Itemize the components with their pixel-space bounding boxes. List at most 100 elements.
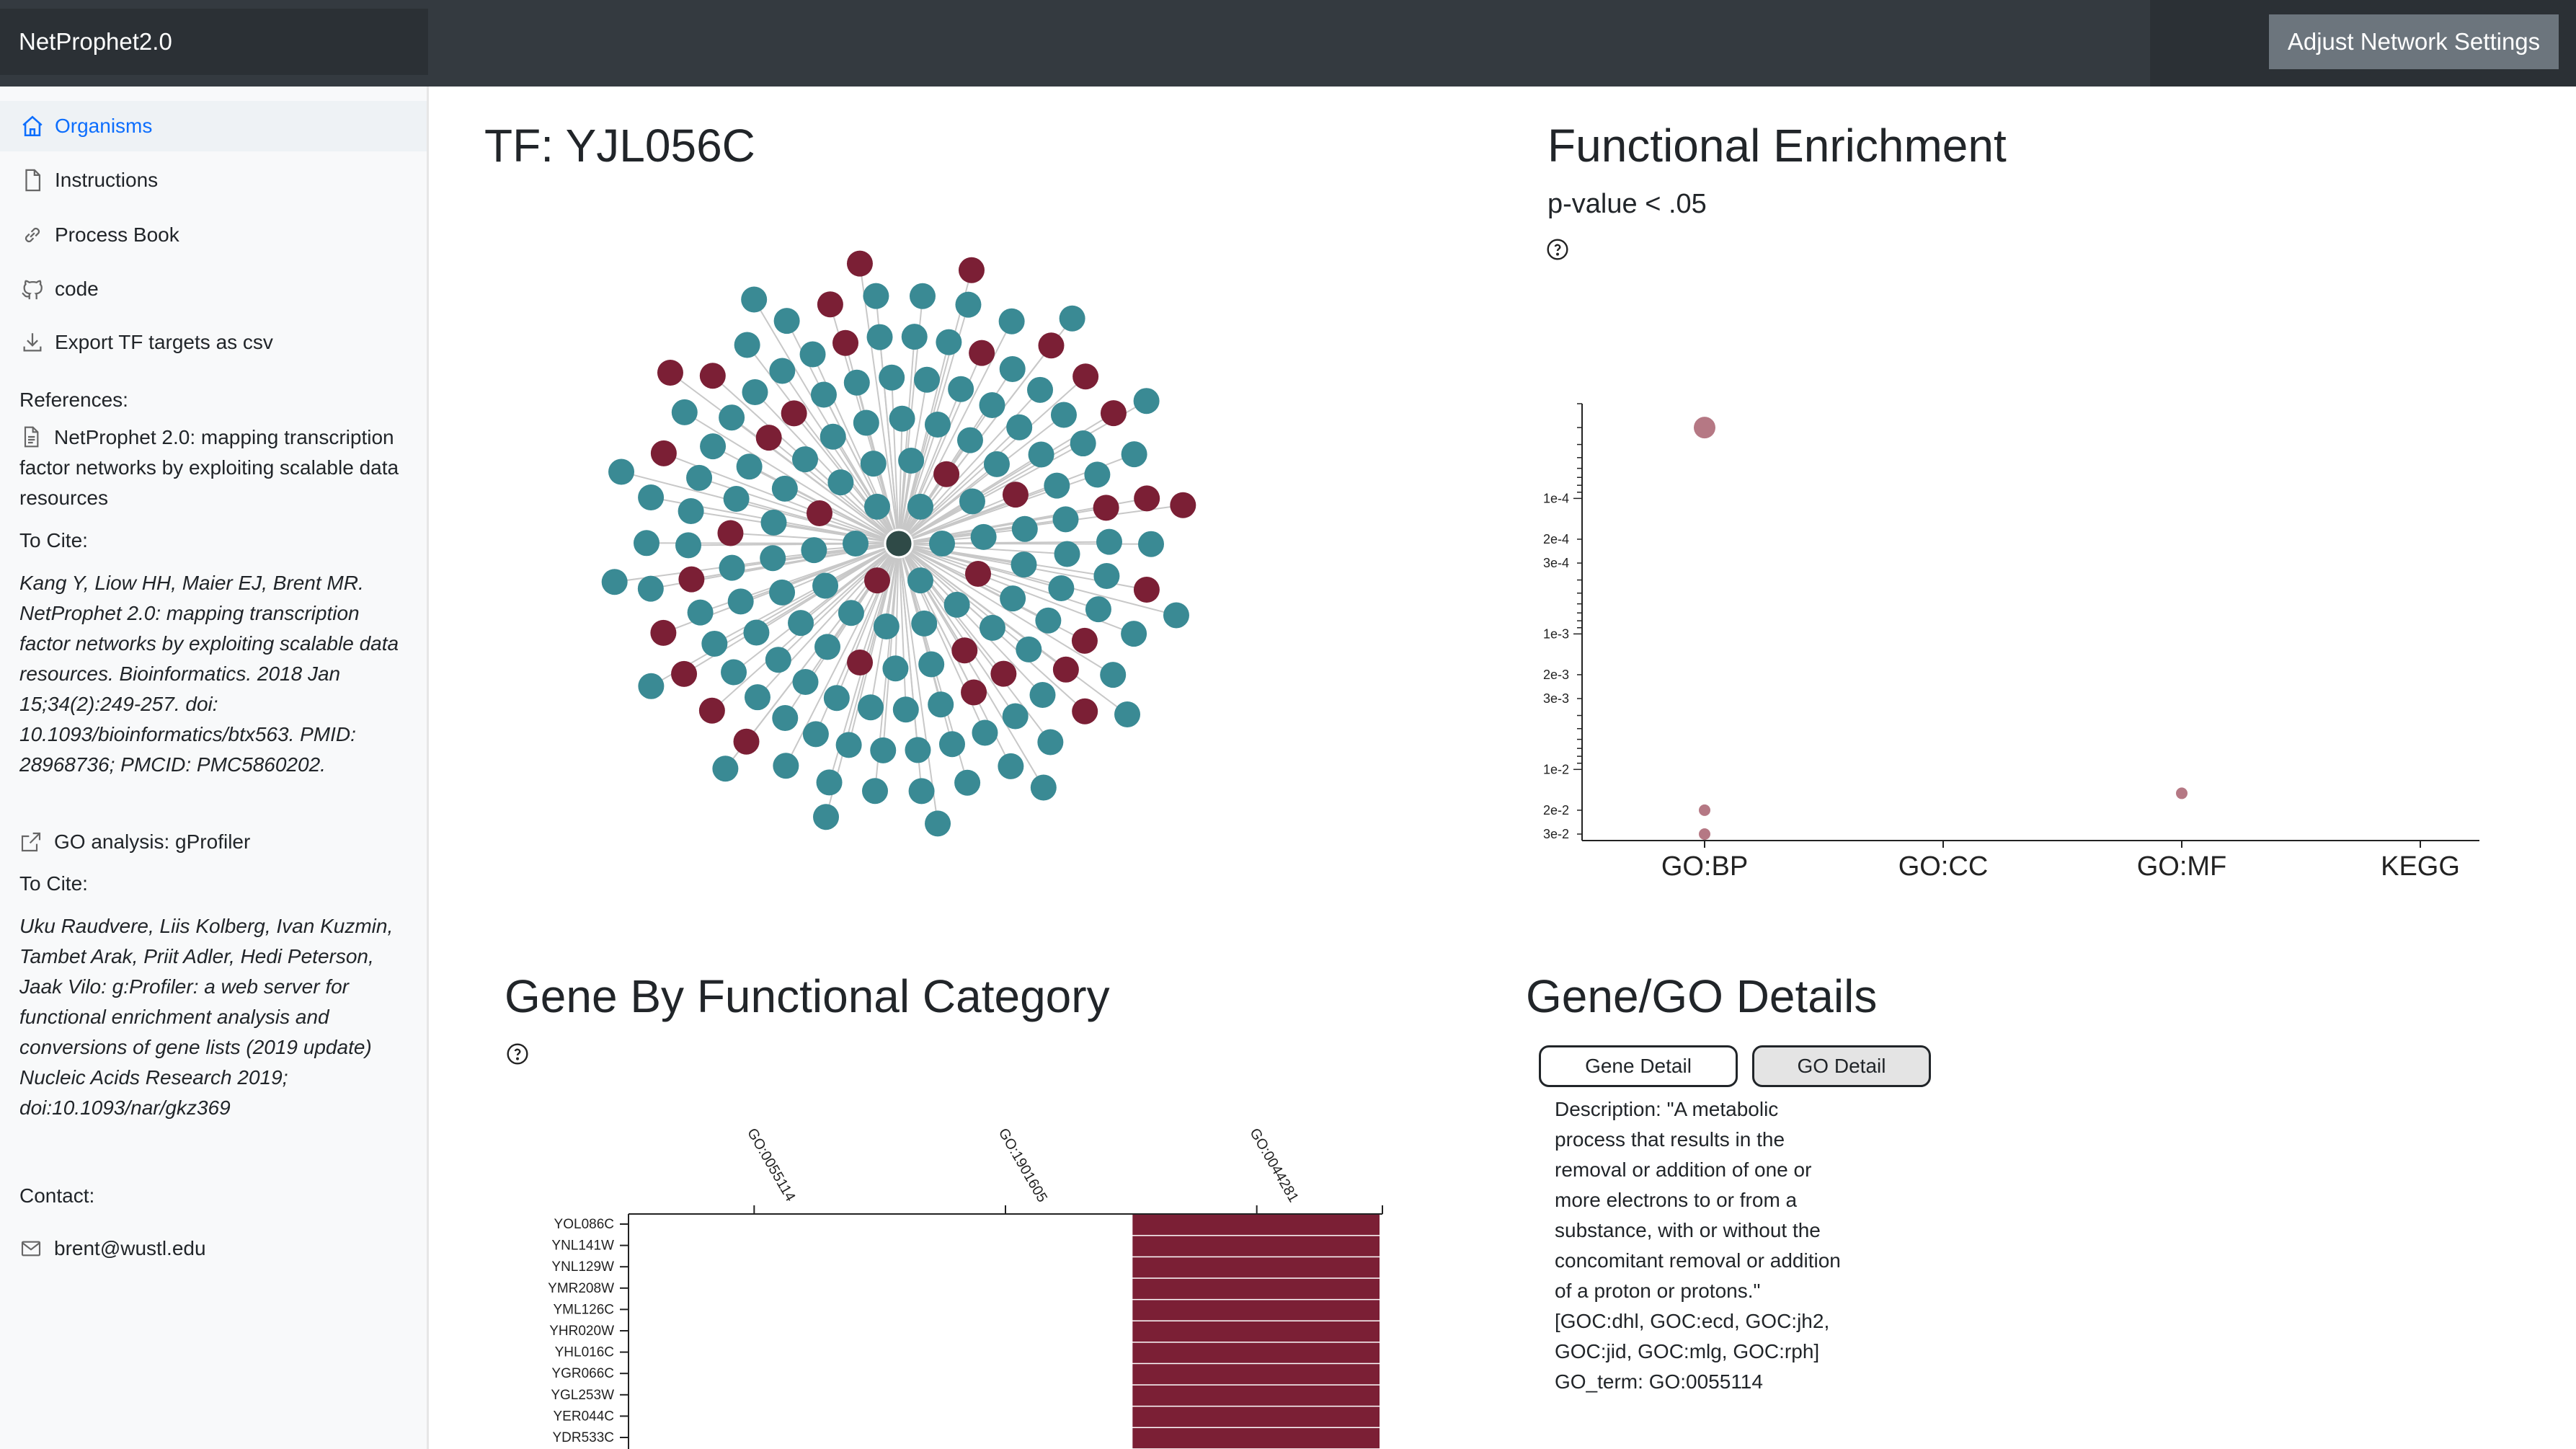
target-gene-node[interactable] [843, 531, 869, 557]
target-gene-node[interactable] [948, 376, 974, 402]
target-gene-node[interactable] [864, 567, 890, 594]
target-gene-node[interactable] [882, 655, 909, 682]
target-gene-node[interactable] [733, 728, 760, 755]
target-gene-node[interactable] [928, 691, 954, 718]
target-gene-node[interactable] [1011, 551, 1037, 578]
target-gene-node[interactable] [1133, 388, 1160, 415]
target-gene-node[interactable] [998, 308, 1025, 334]
enrichment-point[interactable] [1694, 417, 1715, 439]
target-gene-node[interactable] [719, 404, 745, 431]
target-gene-node[interactable] [634, 530, 660, 557]
target-gene-node[interactable] [686, 464, 713, 491]
target-gene-node[interactable] [712, 755, 739, 782]
target-gene-node[interactable] [820, 423, 846, 450]
target-gene-node[interactable] [743, 619, 770, 646]
heatmap-cell[interactable] [1132, 1364, 1380, 1385]
target-gene-node[interactable] [892, 696, 919, 723]
target-gene-node[interactable] [914, 366, 941, 393]
target-gene-node[interactable] [838, 600, 864, 626]
sidebar-item-process-book[interactable]: Process Book [0, 210, 427, 260]
enrichment-point[interactable] [1699, 828, 1710, 840]
target-gene-node[interactable] [907, 493, 933, 520]
target-gene-node[interactable] [1170, 492, 1196, 518]
target-gene-node[interactable] [638, 673, 665, 699]
target-gene-node[interactable] [999, 355, 1026, 382]
target-gene-node[interactable] [675, 532, 702, 559]
target-gene-node[interactable] [1121, 621, 1147, 647]
target-gene-node[interactable] [983, 451, 1010, 477]
target-gene-node[interactable] [1121, 441, 1147, 468]
target-gene-node[interactable] [827, 469, 854, 496]
target-gene-node[interactable] [901, 324, 928, 350]
target-gene-node[interactable] [835, 732, 862, 758]
target-gene-node[interactable] [1059, 305, 1085, 332]
target-gene-node[interactable] [1037, 729, 1064, 755]
target-gene-node[interactable] [773, 308, 800, 334]
target-gene-node[interactable] [1038, 332, 1065, 359]
enrichment-point[interactable] [2176, 787, 2188, 799]
target-gene-node[interactable] [771, 475, 798, 502]
target-gene-node[interactable] [951, 637, 978, 664]
target-gene-node[interactable] [1134, 485, 1160, 512]
target-gene-node[interactable] [781, 400, 807, 427]
target-gene-node[interactable] [1027, 376, 1054, 403]
heatmap-cell[interactable] [1132, 1300, 1380, 1321]
target-gene-node[interactable] [792, 668, 819, 695]
target-gene-node[interactable] [979, 614, 1005, 641]
target-gene-node[interactable] [853, 409, 879, 436]
heatmap-cell[interactable] [1132, 1428, 1380, 1449]
target-gene-node[interactable] [1028, 441, 1054, 468]
target-gene-node[interactable] [1002, 482, 1029, 508]
target-gene-node[interactable] [802, 721, 829, 748]
target-gene-node[interactable] [862, 778, 889, 805]
target-gene-node[interactable] [1096, 528, 1122, 555]
target-gene-node[interactable] [734, 332, 760, 358]
target-gene-node[interactable] [736, 453, 763, 480]
target-gene-node[interactable] [760, 545, 786, 572]
target-gene-node[interactable] [1052, 656, 1079, 683]
target-gene-node[interactable] [908, 778, 935, 805]
target-gene-node[interactable] [866, 324, 893, 350]
target-gene-node[interactable] [1084, 461, 1111, 488]
target-gene-node[interactable] [909, 283, 936, 309]
target-gene-node[interactable] [1100, 662, 1127, 688]
target-gene-node[interactable] [969, 340, 995, 366]
reference-paper-title[interactable]: NetProphet 2.0: mapping transcription fa… [19, 426, 399, 509]
target-gene-node[interactable] [929, 531, 955, 557]
target-gene-node[interactable] [765, 647, 791, 673]
contact-email[interactable]: brent@wustl.edu [54, 1237, 206, 1259]
target-gene-node[interactable] [772, 705, 799, 732]
target-gene-node[interactable] [698, 697, 725, 724]
target-gene-node[interactable] [1093, 495, 1119, 521]
target-gene-node[interactable] [954, 769, 981, 796]
target-gene-node[interactable] [810, 381, 837, 408]
target-gene-node[interactable] [972, 719, 998, 746]
target-gene-node[interactable] [965, 561, 992, 588]
target-gene-node[interactable] [601, 569, 628, 595]
target-gene-node[interactable] [700, 433, 727, 460]
target-gene-node[interactable] [1011, 515, 1038, 542]
target-gene-node[interactable] [970, 523, 997, 550]
target-gene-node[interactable] [678, 566, 705, 593]
heatmap-cell[interactable] [1132, 1406, 1380, 1427]
target-gene-node[interactable] [959, 488, 985, 515]
sidebar-item-code[interactable]: code [0, 264, 427, 314]
heatmap-cell[interactable] [1132, 1278, 1380, 1299]
target-gene-node[interactable] [1054, 541, 1080, 567]
target-gene-node[interactable] [907, 567, 933, 594]
target-gene-node[interactable] [741, 286, 768, 313]
target-gene-node[interactable] [956, 427, 983, 453]
target-gene-node[interactable] [814, 634, 841, 660]
target-gene-node[interactable] [760, 509, 787, 536]
target-gene-node[interactable] [1006, 414, 1033, 440]
target-gene-node[interactable] [1044, 472, 1070, 499]
target-gene-node[interactable] [744, 684, 770, 711]
target-gene-node[interactable] [938, 731, 965, 758]
target-gene-node[interactable] [721, 659, 747, 686]
sidebar-item-instructions[interactable]: Instructions [0, 155, 427, 205]
heatmap-cell[interactable] [1132, 1236, 1380, 1257]
target-gene-node[interactable] [723, 486, 750, 513]
target-gene-node[interactable] [1133, 577, 1160, 603]
target-gene-node[interactable] [979, 392, 1005, 419]
target-gene-node[interactable] [755, 425, 782, 451]
